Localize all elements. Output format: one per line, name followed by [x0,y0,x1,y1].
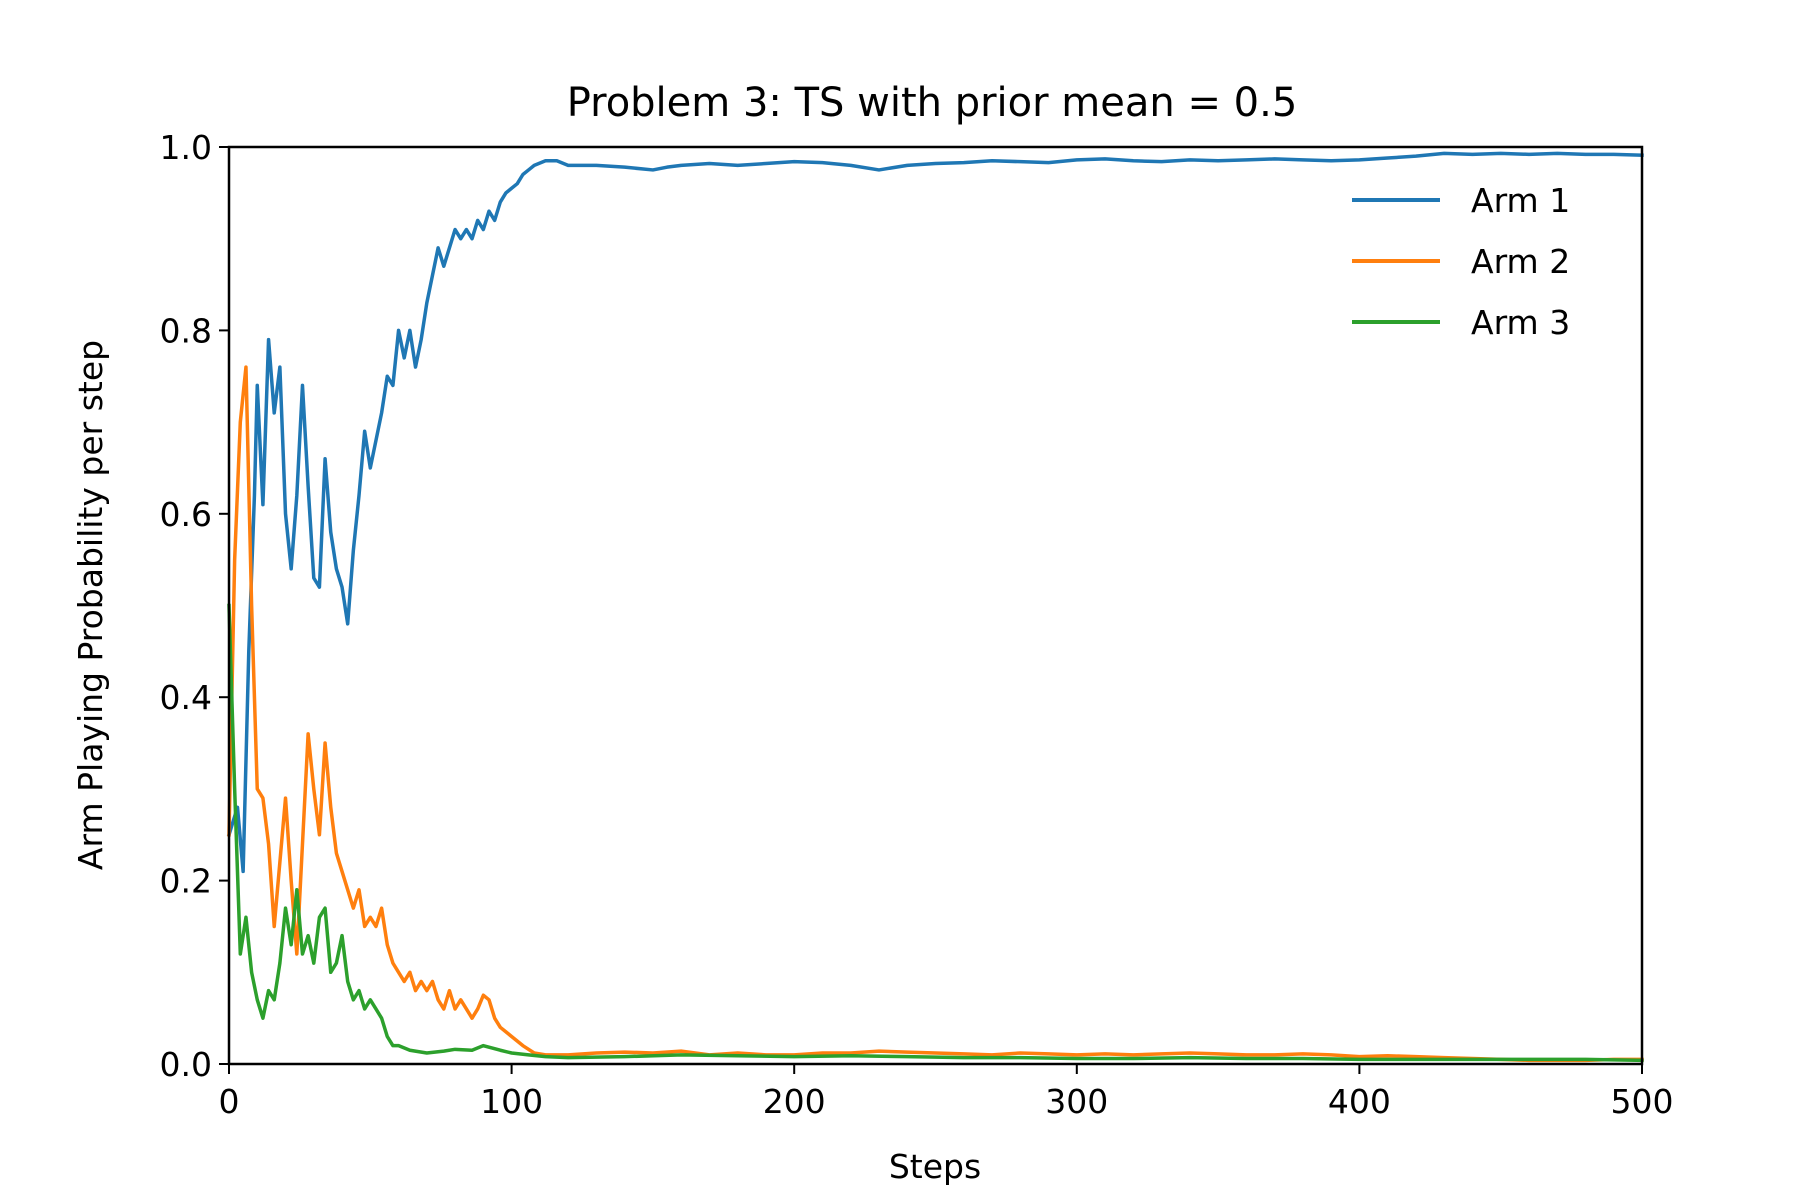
y-axis-label: Arm Playing Probability per step [71,340,110,870]
x-axis: 0 100 200 300 400 500 [219,1064,1674,1121]
legend: Arm 1 Arm 2 Arm 3 [1352,181,1570,342]
x-tick-label: 0 [219,1082,240,1121]
plot-frame [227,145,1644,1066]
series-layer [226,151,1644,1063]
y-tick-label: 1.0 [160,128,212,167]
x-tick-label: 200 [763,1082,826,1121]
legend-label-arm-2: Arm 2 [1471,242,1570,281]
series-line-arm-1 [226,151,1644,874]
y-tick-label: 0.0 [160,1045,212,1084]
y-axis: 0.0 0.2 0.4 0.6 0.8 1.0 [160,128,229,1084]
y-tick-label: 0.2 [160,862,212,901]
y-tick-label: 0.6 [160,495,212,534]
x-tick-label: 300 [1045,1082,1108,1121]
legend-label-arm-3: Arm 3 [1471,303,1570,342]
chart-title: Problem 3: TS with prior mean = 0.5 [567,80,1298,126]
x-tick-label: 100 [480,1082,543,1121]
x-axis-label: Steps [889,1147,981,1186]
x-tick-label: 500 [1611,1082,1674,1121]
y-tick-label: 0.4 [160,678,212,717]
series-line-arm-2 [227,365,1644,1063]
legend-label-arm-1: Arm 1 [1471,181,1570,220]
y-tick-label: 0.8 [160,311,212,350]
series-line-arm-3 [227,603,1644,1063]
x-tick-label: 400 [1328,1082,1391,1121]
